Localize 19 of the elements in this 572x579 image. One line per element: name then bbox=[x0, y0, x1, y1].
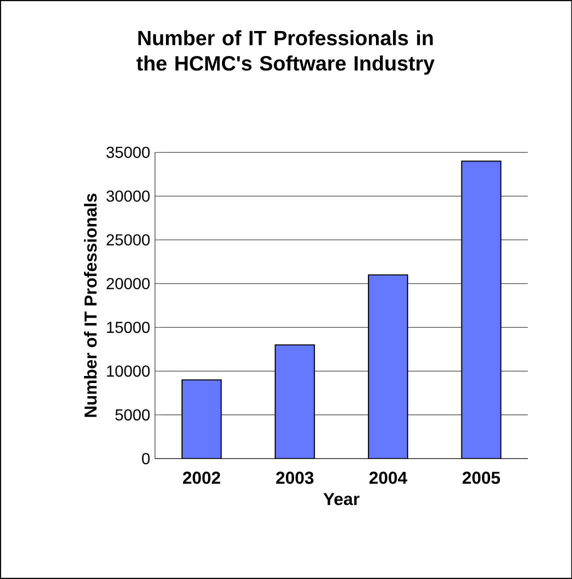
y-tick-label: 35000 bbox=[106, 146, 150, 158]
y-tick-label: 25000 bbox=[106, 234, 150, 246]
y-tick-label: 15000 bbox=[106, 322, 150, 334]
x-tick-label: 2002 bbox=[182, 472, 220, 484]
y-axis-title: Number of IT Professionals bbox=[84, 194, 97, 417]
x-tick-label: 2004 bbox=[369, 472, 408, 484]
y-tick-label: 20000 bbox=[106, 278, 150, 290]
bar bbox=[181, 379, 222, 459]
x-tick-label: 2003 bbox=[276, 472, 314, 484]
y-tick-label: 10000 bbox=[106, 365, 150, 377]
y-tick-label: 0 bbox=[142, 452, 150, 464]
bar bbox=[460, 160, 502, 459]
y-tick-label: 30000 bbox=[106, 190, 150, 202]
x-axis-title: Year bbox=[323, 493, 360, 506]
x-tick-label: 2005 bbox=[462, 472, 500, 484]
y-tick-label: 5000 bbox=[115, 409, 150, 421]
chart-title: Number of IT Professionals in the HCMC's Software Industry bbox=[136, 30, 434, 75]
bar bbox=[274, 344, 315, 459]
bar bbox=[368, 274, 408, 459]
